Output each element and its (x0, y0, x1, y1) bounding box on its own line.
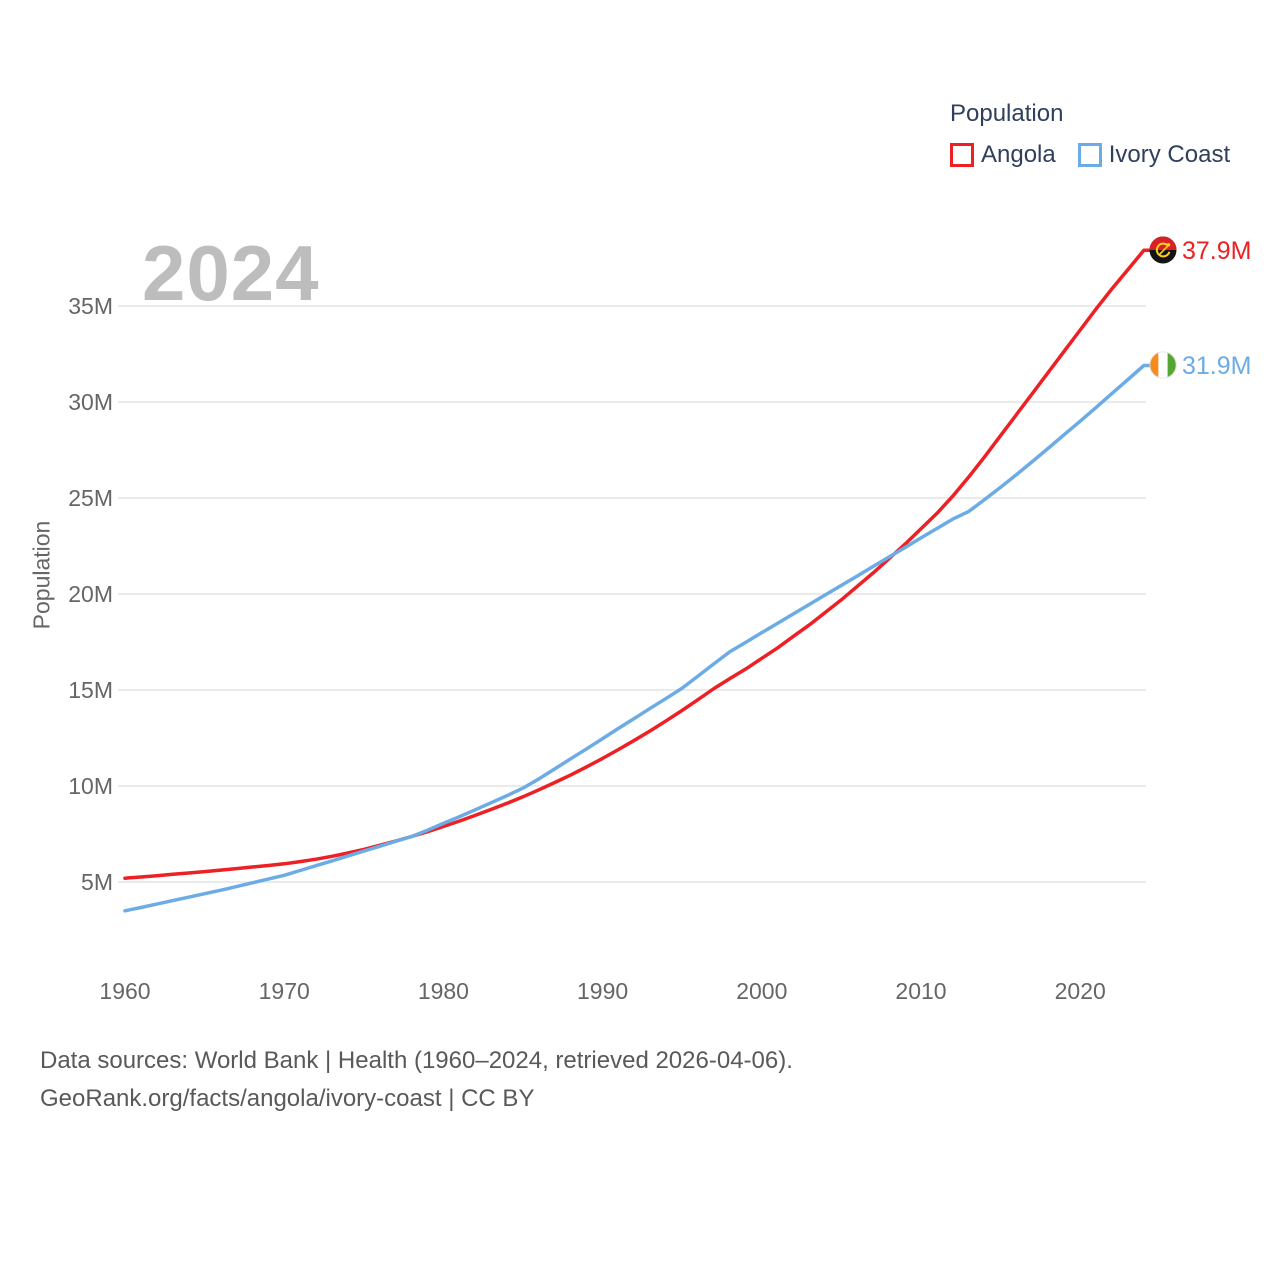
legend-label-ivory-coast: Ivory Coast (1108, 141, 1231, 168)
legend-label-angola: Angola (981, 141, 1056, 168)
source-line: Data sources: World Bank | Health (1960–… (40, 1047, 793, 1074)
y-tick-label: 30M (68, 389, 113, 415)
x-tick-label: 2020 (1055, 978, 1106, 1004)
x-tick-label: 1990 (577, 978, 628, 1004)
angola-series-swatch (950, 143, 974, 167)
y-tick-label: 15M (68, 677, 113, 703)
source-footer: Data sources: World Bank | Health (1960–… (40, 1042, 793, 1118)
legend-item-ivory-coast[interactable]: Ivory Coast (1077, 141, 1231, 169)
legend: Population Angola Ivory Coast (950, 100, 1230, 169)
y-axis-title: Population (28, 520, 55, 630)
angola-line (123, 248, 1152, 880)
ivory-coast-series-swatch (1077, 143, 1102, 167)
ivory-coast-flag-icon (1149, 351, 1177, 379)
legend-items: Angola Ivory Coast (950, 141, 1230, 169)
legend-title: Population (950, 100, 1064, 127)
angola-end-value: 37.9M (1182, 237, 1252, 265)
x-tick-label: 2010 (895, 978, 946, 1004)
y-tick-label: 25M (68, 485, 113, 511)
legend-item-angola[interactable]: Angola (950, 141, 1056, 169)
y-tick-label: 5M (81, 869, 113, 895)
y-tick-label: 10M (68, 773, 113, 799)
ivory-coast-line (123, 363, 1152, 913)
angola-flag-icon (1149, 236, 1177, 264)
x-tick-label: 1980 (418, 978, 469, 1004)
attribution-line: GeoRank.org/facts/angola/ivory-coast | C… (40, 1085, 535, 1112)
year-watermark: 2024 (142, 229, 320, 317)
x-tick-label: 1970 (259, 978, 310, 1004)
y-tick-label: 35M (68, 293, 113, 319)
y-tick-label: 20M (68, 581, 113, 607)
x-tick-label: 2000 (736, 978, 787, 1004)
ivory-coast-end-value: 31.9M (1182, 352, 1252, 380)
x-tick-label: 1960 (99, 978, 150, 1004)
